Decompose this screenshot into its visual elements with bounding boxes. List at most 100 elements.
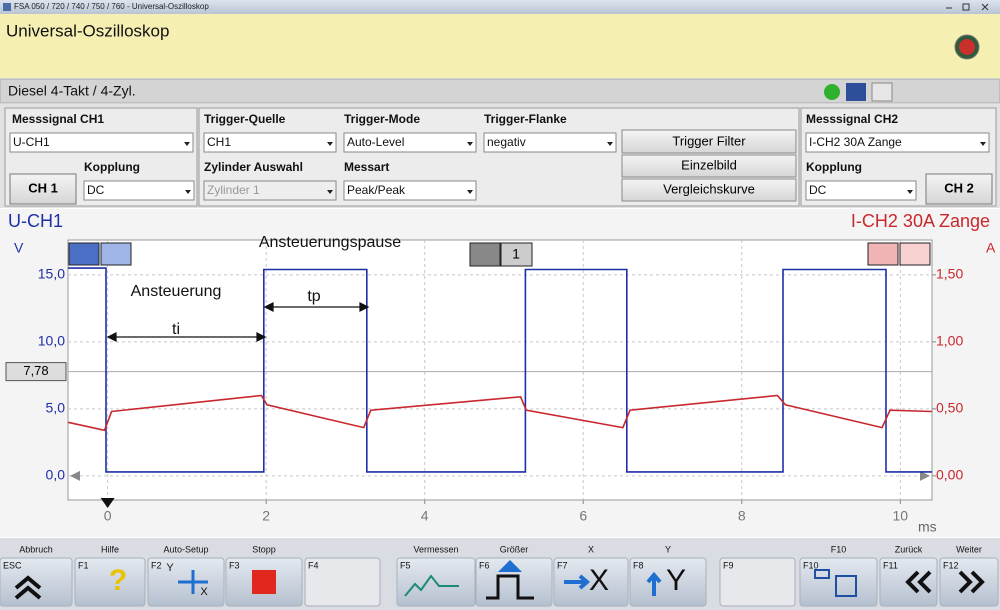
chevrons-right bbox=[958, 570, 985, 594]
function-key-label: Abbruch bbox=[19, 544, 53, 554]
close[interactable] bbox=[981, 3, 989, 11]
gas-icon bbox=[871, 82, 893, 102]
chevrons-left bbox=[905, 570, 932, 594]
trigger-cylinder-box[interactable] bbox=[500, 242, 533, 267]
dropdown[interactable] bbox=[805, 180, 917, 201]
ch1-shift-icon[interactable] bbox=[100, 242, 132, 266]
ch1-button-text: CH 1 bbox=[28, 180, 58, 195]
label: Trigger-Mode bbox=[344, 112, 420, 126]
x-unit: ms bbox=[918, 519, 937, 535]
function-key-label: Stopp bbox=[252, 544, 276, 554]
function-key[interactable] bbox=[629, 557, 707, 607]
cursor-label: 7,78 bbox=[23, 363, 48, 378]
dropdown-value: U-CH1 bbox=[13, 135, 50, 149]
function-key-label: Auto-Setup bbox=[163, 544, 208, 554]
dropdown[interactable] bbox=[203, 132, 337, 153]
dropdown-value: DC bbox=[87, 183, 105, 197]
function-key-code: F5 bbox=[400, 560, 411, 570]
y2-tick-label: 1,00 bbox=[936, 333, 963, 349]
function-key-label: X bbox=[588, 544, 594, 554]
label: Trigger-Flanke bbox=[484, 112, 567, 126]
dropdown-value: DC bbox=[809, 183, 827, 197]
function-key-label: Größer bbox=[500, 544, 529, 554]
x-tick-label: 0 bbox=[104, 508, 112, 524]
x-arrow bbox=[564, 574, 591, 590]
icon-text: Y bbox=[166, 562, 174, 574]
x-tick-label: 4 bbox=[421, 508, 429, 524]
x-tick-label: 10 bbox=[893, 508, 909, 524]
function-key[interactable] bbox=[74, 557, 146, 607]
dropdown-arrow bbox=[467, 142, 473, 146]
function-key-code: F12 bbox=[943, 560, 959, 570]
status-icon bbox=[846, 83, 866, 101]
title-bar bbox=[0, 0, 1000, 14]
ch2-shift-icon[interactable] bbox=[899, 242, 931, 266]
dropdown-arrow bbox=[467, 190, 473, 194]
function-key-code: F2 bbox=[151, 560, 162, 570]
zero-marker bbox=[920, 470, 930, 481]
series-line bbox=[68, 267, 932, 473]
annotation: tp bbox=[307, 288, 320, 305]
function-key[interactable] bbox=[475, 557, 553, 607]
function-key[interactable] bbox=[553, 557, 629, 607]
app-icon bbox=[3, 3, 11, 11]
compare-curve-button[interactable] bbox=[621, 178, 797, 202]
trigger-cylinder: 1 bbox=[512, 246, 520, 262]
series-line bbox=[67, 394, 933, 432]
x-tick-label: 2 bbox=[262, 508, 270, 524]
annotation-arrows bbox=[106, 302, 370, 342]
stop-square bbox=[252, 570, 276, 594]
icon-text: X bbox=[589, 564, 609, 597]
dropdown[interactable] bbox=[483, 132, 617, 153]
ch2-button[interactable] bbox=[925, 173, 993, 205]
function-key-label: F10 bbox=[831, 544, 847, 554]
dropdown[interactable] bbox=[343, 132, 477, 153]
label: Zylinder Auswahl bbox=[204, 160, 303, 174]
zero-marker bbox=[70, 470, 80, 481]
window-buttons bbox=[946, 3, 989, 11]
dropdown-arrow bbox=[980, 142, 986, 146]
function-key-label: Weiter bbox=[956, 544, 982, 554]
single-frame-button[interactable] bbox=[621, 154, 797, 178]
dropdown[interactable] bbox=[9, 132, 194, 153]
dropdown bbox=[203, 180, 337, 201]
dropdown-value: negativ bbox=[487, 135, 526, 149]
dropdown-value: Auto-Level bbox=[347, 135, 404, 149]
function-key bbox=[304, 557, 381, 607]
function-key-code: ESC bbox=[3, 560, 22, 570]
dropdown[interactable] bbox=[343, 180, 477, 201]
channel-1-label: U-CH1 bbox=[8, 211, 63, 231]
y-tick-label: 5,0 bbox=[46, 400, 66, 416]
header-title: Universal-Oszilloskop bbox=[6, 21, 169, 40]
dropdown-arrow bbox=[607, 142, 613, 146]
dropdown-arrow bbox=[907, 190, 913, 194]
dropdown[interactable] bbox=[805, 132, 990, 153]
ch1-scale-icon[interactable] bbox=[68, 242, 100, 266]
chevrons-up bbox=[14, 575, 42, 600]
y2-tick-label: 0,50 bbox=[936, 400, 963, 416]
function-key-code: F3 bbox=[229, 560, 240, 570]
status-led bbox=[824, 84, 840, 100]
y-arrow bbox=[646, 571, 662, 596]
cursor-box[interactable] bbox=[5, 362, 67, 382]
tp-arrowheads bbox=[263, 302, 370, 312]
function-key-label: Zurück bbox=[895, 544, 923, 554]
label: Messsignal CH2 bbox=[806, 112, 898, 126]
bigger-pulse bbox=[486, 574, 534, 600]
ch2-scale-icon[interactable] bbox=[867, 242, 899, 266]
function-key-label: Vermessen bbox=[413, 544, 458, 554]
button-text: Einzelbild bbox=[681, 157, 737, 172]
dropdown[interactable] bbox=[83, 180, 195, 201]
window-title: FSA 050 / 720 / 740 / 750 / 760 - Univer… bbox=[14, 2, 209, 11]
y-tick-label: 0,0 bbox=[46, 467, 66, 483]
function-key-code: F8 bbox=[633, 560, 644, 570]
button-text: Trigger Filter bbox=[672, 133, 746, 148]
ch1-button[interactable] bbox=[9, 173, 77, 205]
dropdown-arrow bbox=[185, 190, 191, 194]
icon-text: ? bbox=[109, 564, 127, 597]
trigger-edge-icon[interactable] bbox=[469, 242, 501, 267]
function-key-code: F10 bbox=[803, 560, 819, 570]
trigger-filter-button[interactable] bbox=[621, 129, 797, 154]
maximize[interactable] bbox=[962, 3, 970, 11]
